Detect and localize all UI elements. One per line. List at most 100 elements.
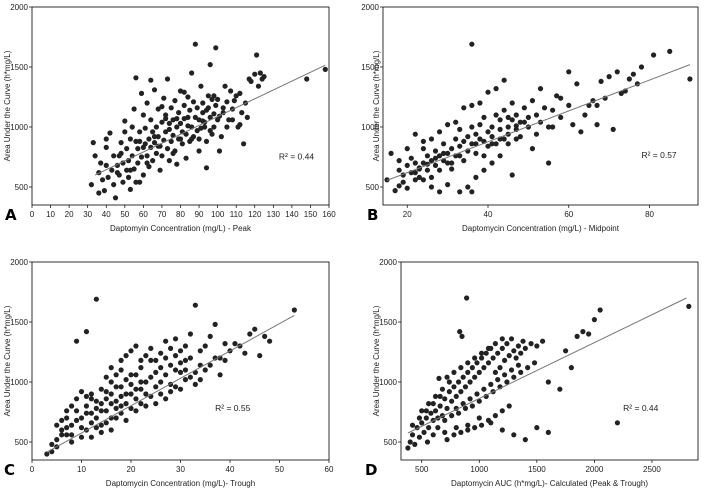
data-point (200, 118, 206, 124)
data-point (508, 336, 515, 342)
data-point (166, 120, 172, 126)
data-point (133, 138, 139, 144)
data-point (686, 303, 692, 309)
data-point (44, 451, 50, 457)
data-point (185, 94, 191, 100)
data-point (469, 102, 475, 108)
chart-panel-c: 0 10 20 30 40 50 60 500 1000 1500 2000 Daptomycin C… (3, 258, 334, 488)
data-point (205, 93, 211, 99)
data-point (578, 129, 584, 135)
data-point (189, 70, 195, 76)
data-point (140, 172, 146, 178)
data-point (220, 110, 226, 116)
data-point (200, 100, 206, 106)
data-point (485, 417, 492, 423)
data-point (118, 140, 124, 146)
data-point (59, 417, 65, 423)
y-tick-label: 1000 (379, 378, 397, 387)
data-point (64, 408, 70, 414)
data-point (506, 403, 512, 409)
data-point (103, 136, 109, 142)
data-point (143, 391, 149, 397)
data-point (428, 410, 434, 416)
data-point (412, 177, 418, 183)
data-point (455, 410, 462, 416)
regression-line (46, 314, 295, 453)
data-point (457, 126, 463, 132)
data-point (93, 398, 99, 404)
data-point (473, 174, 479, 180)
y-axis-label: Area Under the Curve (h*mg/L) (372, 305, 381, 416)
data-point (508, 367, 515, 373)
data-point (98, 160, 104, 166)
x-tick-label: 40 (226, 465, 235, 474)
data-point (133, 179, 139, 185)
data-point (128, 391, 134, 397)
data-point (159, 119, 165, 125)
data-point (216, 148, 223, 154)
data-point (495, 350, 501, 356)
data-point (187, 331, 193, 337)
data-point (322, 66, 328, 72)
data-point (416, 415, 423, 421)
data-point (384, 177, 390, 183)
data-point (151, 87, 158, 93)
data-point (460, 374, 466, 380)
data-point (570, 122, 576, 128)
data-point (428, 136, 435, 142)
data-point (144, 160, 150, 166)
data-point (163, 129, 169, 135)
data-point (155, 106, 161, 112)
data-point (458, 365, 464, 371)
data-point (73, 408, 80, 414)
data-point (107, 130, 113, 136)
plot-frame (400, 261, 699, 461)
data-point (449, 398, 455, 404)
data-point (630, 71, 636, 77)
data-point (459, 333, 465, 339)
data-point (239, 110, 245, 116)
regression-line (386, 64, 691, 181)
data-point (220, 105, 226, 111)
data-point (568, 365, 574, 371)
data-point (157, 167, 163, 173)
data-point (138, 386, 144, 392)
data-point (469, 365, 475, 371)
data-point (481, 386, 487, 392)
data-point (509, 100, 515, 106)
data-point (412, 441, 418, 447)
data-point (421, 429, 427, 435)
y-tick-label: 1000 (10, 123, 28, 132)
data-point (476, 369, 482, 375)
data-point (118, 384, 124, 390)
data-point (594, 122, 600, 128)
data-point (458, 389, 464, 395)
data-point (135, 146, 141, 152)
data-point (172, 384, 179, 390)
data-point (396, 167, 402, 173)
data-point (501, 107, 507, 113)
data-point (172, 98, 178, 104)
data-point (505, 141, 511, 147)
data-point (558, 95, 564, 101)
data-point (566, 102, 572, 108)
data-point (513, 136, 519, 142)
data-point (166, 158, 172, 164)
data-point (409, 432, 416, 438)
data-point (138, 365, 144, 371)
data-point (449, 160, 455, 166)
chart-panel-b: 20 40 60 80 500 1000 1500 2000 Daptomycin Concen… (361, 3, 699, 233)
data-point (144, 100, 150, 106)
data-point (123, 417, 129, 423)
data-point (211, 124, 217, 130)
data-point (112, 195, 119, 201)
data-point (103, 408, 109, 414)
data-point (64, 432, 70, 438)
data-point (194, 128, 200, 134)
data-point (103, 162, 109, 168)
data-point (233, 93, 239, 99)
data-point (197, 348, 203, 354)
data-point (138, 357, 144, 363)
data-point (545, 429, 551, 435)
y-axis-label: Area Under the Curve (h*mg/L) (3, 50, 12, 161)
